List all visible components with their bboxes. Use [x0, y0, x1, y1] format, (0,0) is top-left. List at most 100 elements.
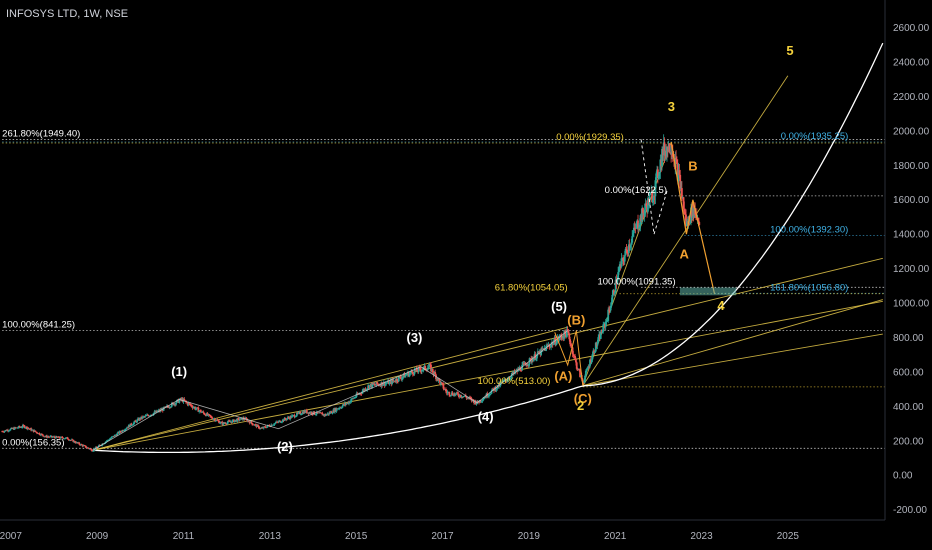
candle-body: [149, 415, 152, 417]
candle-body: [668, 143, 671, 153]
candle-body: [198, 410, 201, 412]
candle-body: [434, 372, 437, 375]
candle-body: [511, 372, 514, 376]
candle-body: [163, 407, 166, 408]
y-tick-label: 600.00: [893, 367, 924, 378]
candle-body: [521, 364, 523, 371]
candle-body: [2, 431, 4, 433]
candle-body: [354, 396, 357, 398]
candle-body: [625, 248, 628, 250]
candle-body: [175, 402, 177, 405]
candle-body: [396, 378, 398, 382]
wave-label: (1): [171, 364, 187, 379]
candle-body: [247, 420, 250, 422]
x-tick-label: 2007: [0, 531, 22, 542]
candle-body: [606, 320, 609, 322]
candle-body: [331, 412, 334, 414]
candle-body: [145, 415, 148, 417]
candle-body: [87, 447, 90, 449]
time-axis: 2007 2009 2011 2013 2015 2017 2019 2021 2023 2025: [0, 519, 932, 550]
candle-body: [391, 379, 394, 384]
candle-body: [328, 412, 331, 415]
candle-body: [526, 365, 529, 366]
y-tick-label: 1800.00: [893, 161, 930, 172]
candle-body: [152, 413, 155, 415]
candle-body: [645, 203, 648, 207]
candle-body: [590, 359, 593, 363]
candle-body: [441, 383, 444, 385]
candle-body: [597, 337, 600, 343]
candle-body: [18, 426, 21, 428]
candle-body: [629, 244, 632, 248]
candle-body: [53, 436, 56, 438]
candle-body: [119, 431, 122, 432]
candle-body: [601, 331, 604, 334]
candle-body: [170, 402, 173, 407]
candle-body: [438, 378, 441, 381]
candle-body: [132, 422, 135, 425]
candle-body: [459, 394, 462, 398]
dashed-projection: [640, 139, 655, 235]
candle-body: [408, 373, 411, 377]
wave-path-white: [92, 330, 568, 451]
candle-body: [108, 438, 111, 440]
candle-body: [124, 428, 127, 431]
candle-body: [429, 364, 432, 366]
candle-body: [585, 369, 588, 371]
candle-body: [264, 426, 267, 428]
x-tick-label: 2011: [173, 531, 195, 542]
candle-body: [280, 422, 283, 423]
candle-body: [588, 366, 591, 368]
fib-level-label: 261.80%(1949.40): [2, 129, 80, 140]
candle-body: [35, 431, 38, 433]
candle-body: [411, 372, 414, 375]
candle-body: [374, 384, 377, 386]
candle-body: [38, 432, 41, 435]
candle-body: [510, 375, 513, 379]
candle-body: [100, 445, 103, 447]
y-tick-label: 0.00: [893, 471, 913, 482]
candle-body: [281, 421, 283, 423]
wave-path-orange-abc: [554, 330, 584, 386]
candle-body: [394, 381, 397, 383]
candle-body: [584, 370, 587, 376]
candle-body: [626, 249, 629, 253]
candle-body: [129, 423, 132, 427]
candle-body: [345, 403, 348, 405]
candle-body: [393, 380, 396, 382]
candle-body: [495, 388, 498, 391]
candle-body: [677, 170, 680, 182]
candle-body: [231, 420, 234, 423]
candle-body: [666, 147, 668, 157]
y-tick-label: 400.00: [893, 402, 924, 413]
candle-body: [654, 180, 657, 197]
x-tick-label: 2009: [86, 531, 109, 542]
wave-label: (B): [567, 313, 585, 328]
candle-body: [120, 431, 123, 433]
candle-body: [270, 424, 273, 427]
candle-body: [291, 415, 293, 418]
candle-body: [397, 376, 400, 382]
candle-body: [386, 382, 389, 384]
candle-body: [607, 309, 610, 321]
candle-body: [200, 412, 203, 413]
candle-body: [442, 384, 445, 389]
candle-body: [353, 397, 356, 399]
candle-body: [676, 159, 678, 165]
candle-body: [266, 426, 268, 428]
candle-body: [277, 421, 280, 423]
trendline: [92, 300, 883, 451]
candle-body: [502, 380, 505, 382]
candle-body: [689, 221, 692, 223]
candle-body: [224, 423, 227, 424]
candle-body: [638, 224, 641, 228]
fib-level-label: 100.00%(1392.30): [770, 224, 848, 235]
candle-body: [456, 392, 459, 394]
candle-body: [663, 142, 666, 156]
candle-body: [48, 436, 51, 438]
candle-body: [488, 394, 490, 397]
candle-body: [286, 418, 288, 420]
candle-body: [44, 436, 47, 438]
candle-body: [399, 376, 402, 379]
